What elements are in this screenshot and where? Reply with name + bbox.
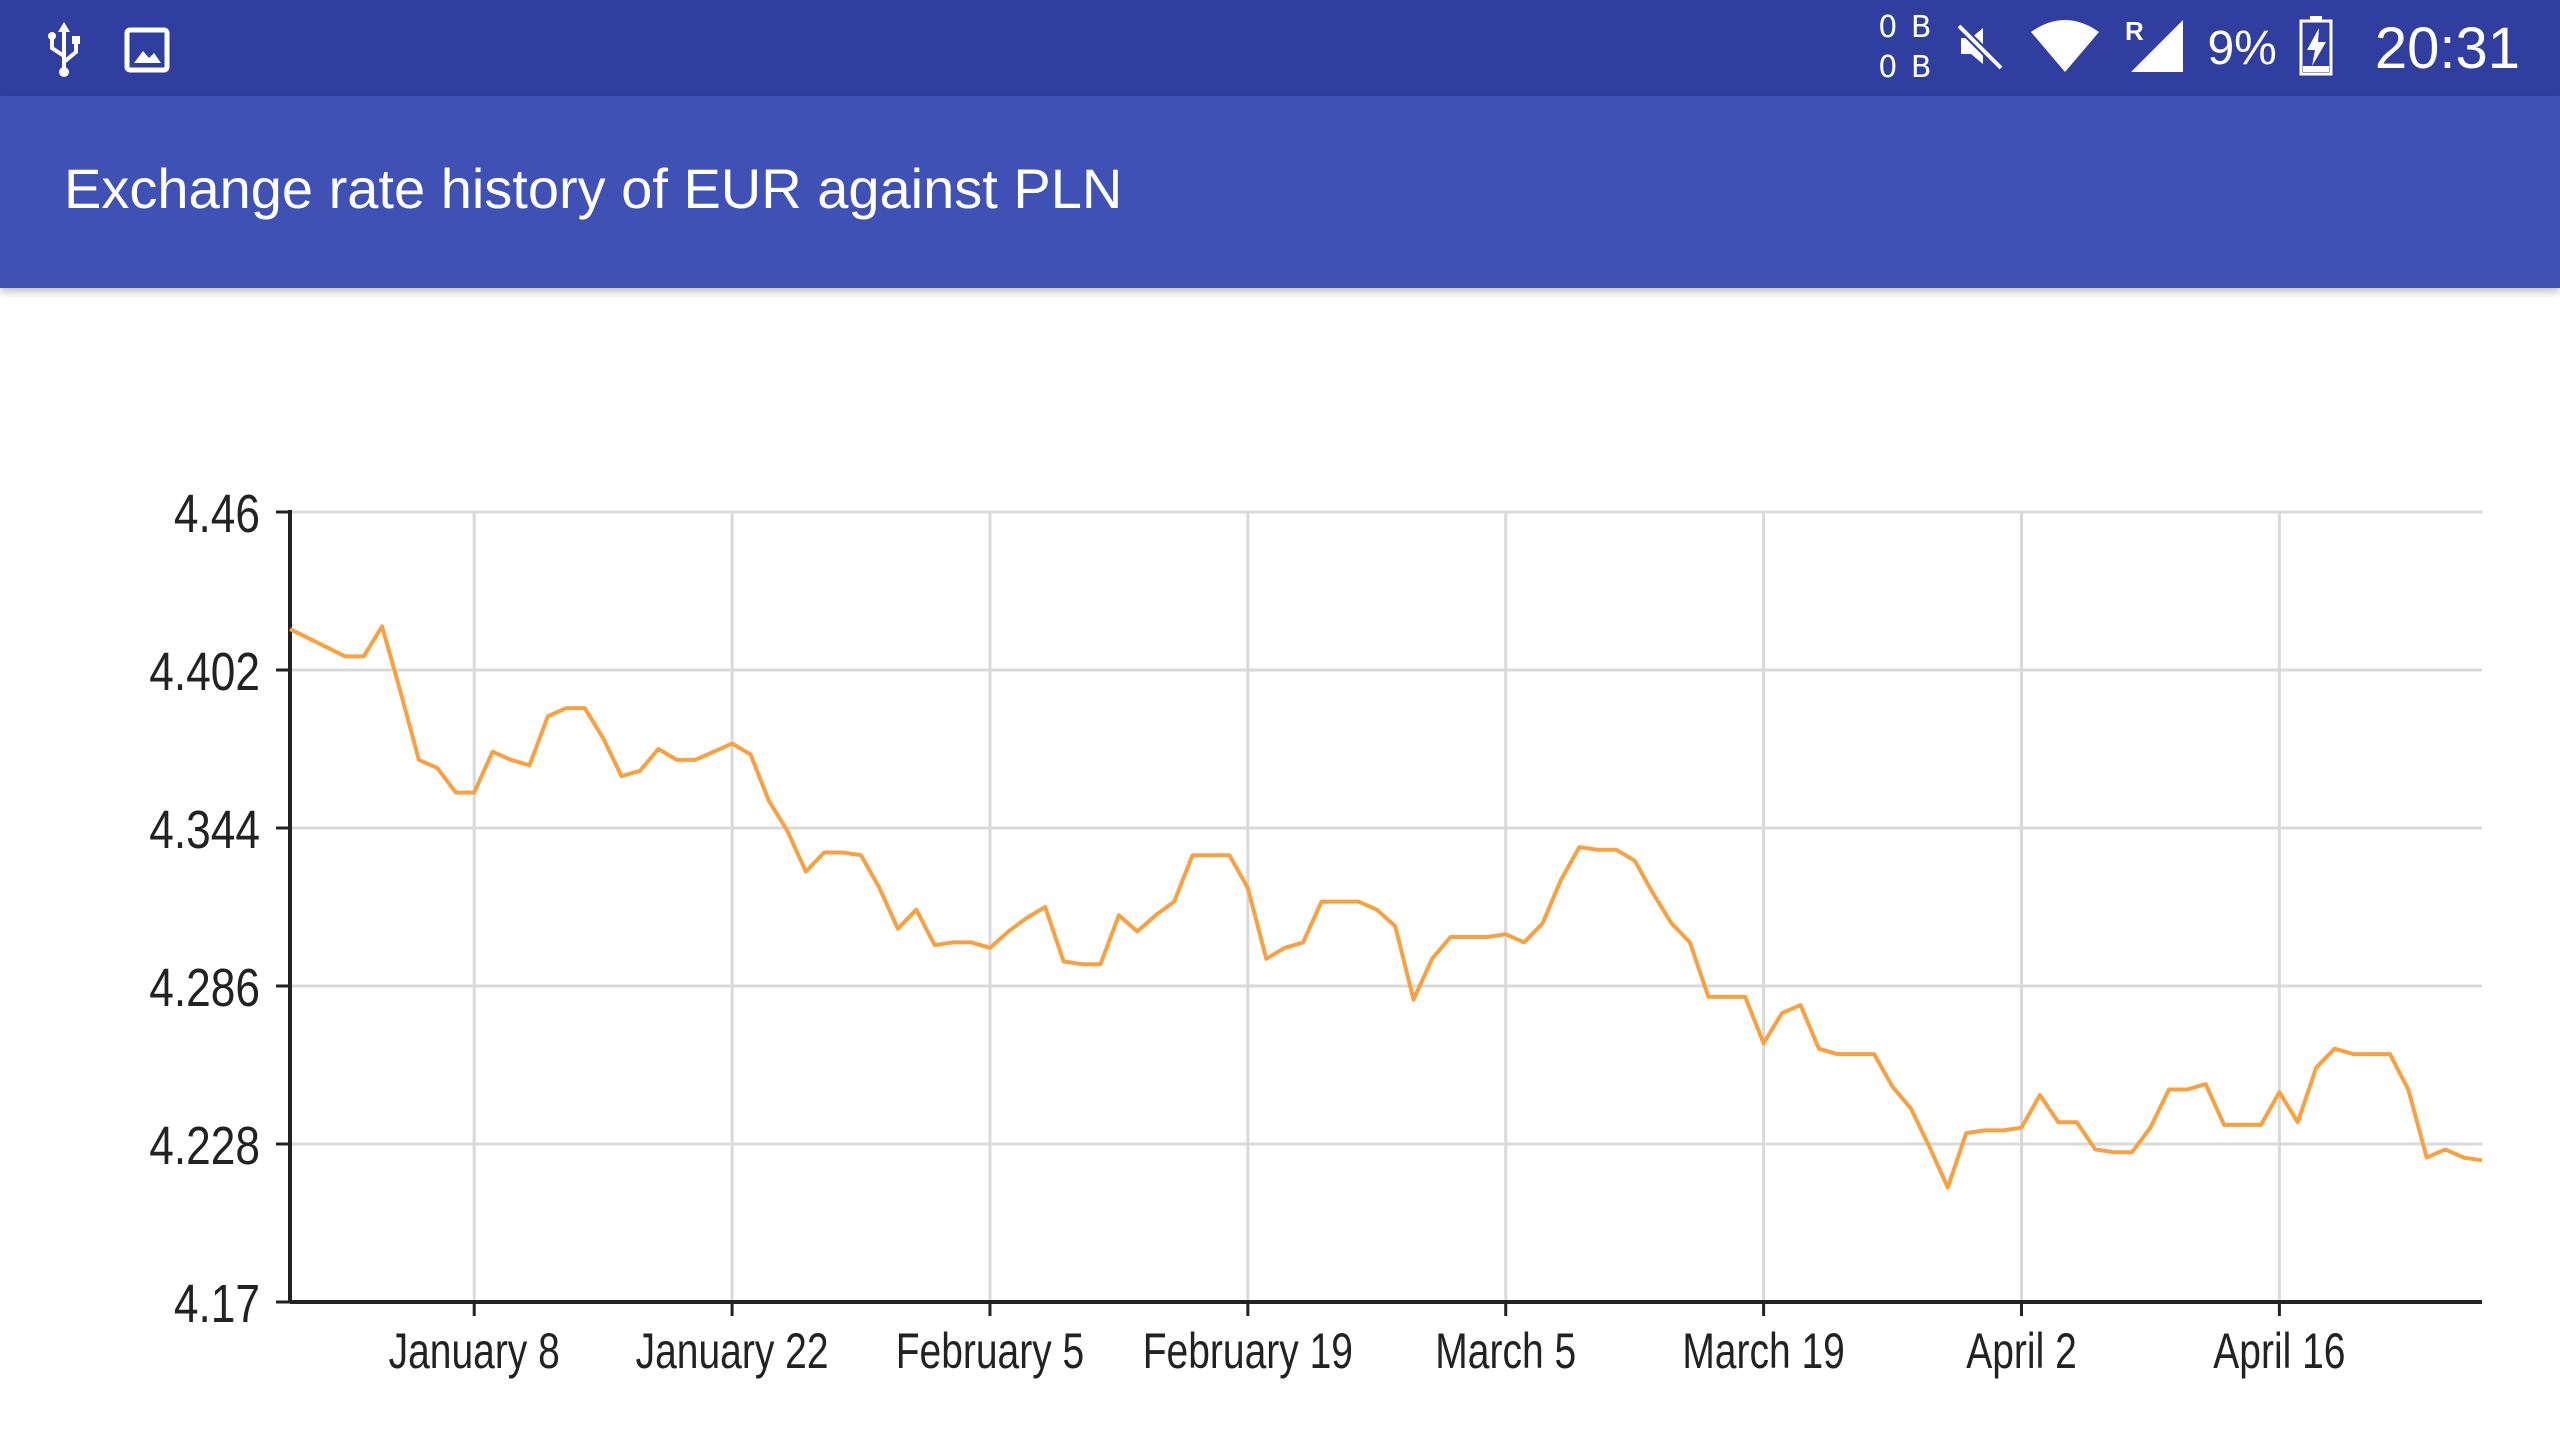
- x-tick-label: February 5: [896, 1322, 1085, 1379]
- chart-tick-labels: 4.46 4.402 4.344 4.286 4.228 4.17 January 8 Jan…: [149, 484, 2345, 1379]
- y-tick-label: 4.402: [149, 642, 260, 702]
- x-tick-label: January 22: [636, 1322, 829, 1379]
- y-tick-label: 4.46: [174, 484, 260, 544]
- net-down-speed: 0 B: [1878, 50, 1934, 85]
- clock: 20:31: [2374, 15, 2520, 81]
- mute-icon: [1955, 20, 2007, 77]
- status-bar-right: 0 B 0 B R 9%: [1878, 0, 2520, 96]
- battery-charging-icon: [2299, 15, 2333, 81]
- x-tick-label: April 16: [2213, 1322, 2345, 1379]
- page-title: Exchange rate history of EUR against PLN: [64, 157, 1123, 220]
- y-tick-label: 4.286: [149, 958, 260, 1018]
- app-bar: Exchange rate history of EUR against PLN: [0, 96, 2560, 288]
- chart-series: [289, 624, 2483, 1190]
- exchange-rate-chart: 4.46 4.402 4.344 4.286 4.228 4.17 January 8 Jan…: [0, 288, 2560, 1440]
- series-line: [289, 624, 2483, 1190]
- x-tick-label: March 5: [1435, 1322, 1576, 1379]
- image-icon: [124, 27, 170, 78]
- wifi-icon: [2029, 18, 2101, 79]
- net-up-speed: 0 B: [1878, 10, 1934, 45]
- y-tick-label: 4.344: [149, 800, 260, 860]
- x-tick-label: April 2: [1966, 1322, 2077, 1379]
- status-bar-left: [44, 22, 170, 83]
- status-bar: 0 B 0 B R 9%: [0, 0, 2560, 96]
- y-tick-label: 4.17: [174, 1274, 260, 1334]
- x-tick-label: March 19: [1682, 1322, 1845, 1379]
- battery-percent: 9%: [2207, 21, 2277, 75]
- y-tick-label: 4.228: [149, 1116, 260, 1176]
- chart-gridlines: [290, 510, 2482, 1304]
- chart-canvas: 4.46 4.402 4.344 4.286 4.228 4.17 January 8 Jan…: [149, 484, 2483, 1379]
- chart-axes: [276, 510, 2482, 1316]
- usb-icon: [44, 22, 84, 83]
- roaming-indicator: R: [2125, 18, 2144, 46]
- network-speed: 0 B 0 B: [1878, 8, 1933, 88]
- x-tick-label: February 19: [1143, 1322, 1353, 1379]
- x-tick-label: January 8: [389, 1322, 560, 1379]
- signal-icon: R: [2123, 16, 2185, 79]
